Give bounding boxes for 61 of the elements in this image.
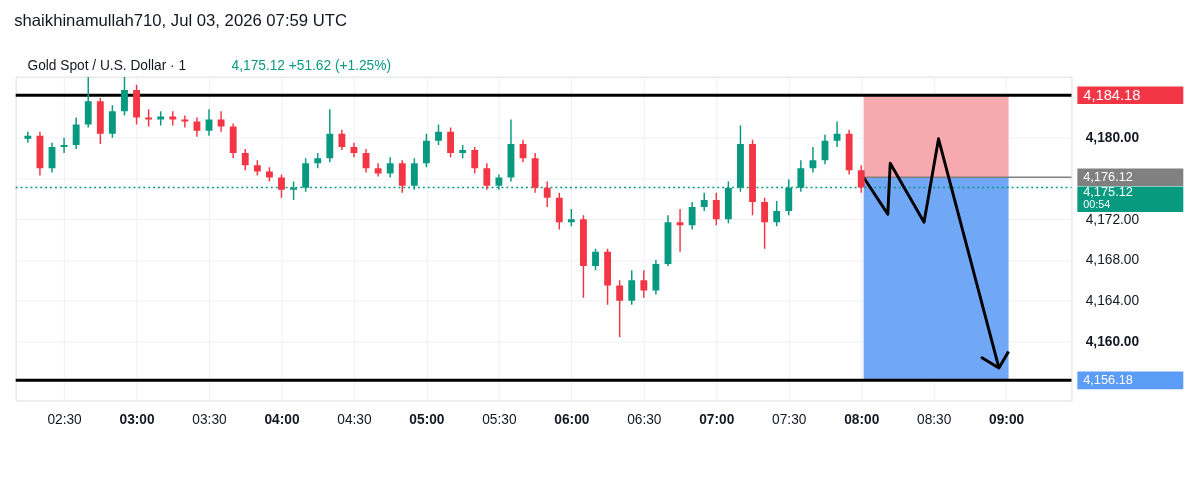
- x-tick-label: 04:30: [337, 411, 372, 427]
- candlestick: [169, 110, 177, 127]
- candlestick: [471, 146, 479, 175]
- x-tick-label: 04:00: [264, 411, 300, 427]
- candlestick: [447, 126, 455, 158]
- y-tick-label: 4,160.00: [1085, 333, 1140, 349]
- ref-line-label: 4,184.18: [1083, 87, 1141, 104]
- candlestick: [761, 197, 769, 250]
- candlestick: [616, 279, 624, 339]
- ref-line-label: 4,156.18: [1083, 372, 1133, 388]
- candlestick: [592, 248, 599, 271]
- candlestick: [108, 104, 116, 139]
- candlestick: [121, 76, 128, 117]
- candlestick: [72, 116, 80, 150]
- candlestick: [543, 180, 551, 208]
- candlestick: [688, 201, 696, 231]
- candlestick: [640, 269, 648, 299]
- candlestick: [24, 130, 32, 144]
- x-tick-label: 03:30: [192, 411, 228, 427]
- ref-line-label: 4,175.12: [1083, 184, 1133, 200]
- candlestick: [773, 200, 781, 228]
- text: 4,175.12 +51.62 (+1.25%): [231, 57, 391, 73]
- x-tick-label: 09:00: [989, 411, 1025, 427]
- candlestick: [712, 192, 720, 227]
- candlestick: [278, 173, 285, 199]
- x-tick-label: 07:00: [699, 411, 735, 427]
- y-tick-label: 4,164.00: [1085, 293, 1140, 309]
- candlestick: [205, 108, 213, 137]
- candlestick: [60, 137, 68, 154]
- x-tick-label: 02:30: [47, 411, 83, 427]
- x-tick-label: 07:30: [772, 411, 807, 427]
- candlestick: [241, 148, 249, 172]
- chart-title: shaikhinamullah710, Jul 03, 2026 07:59 UTC: [14, 10, 347, 30]
- x-tick-label: 08:00: [844, 411, 880, 427]
- x-tick-label: 03:00: [119, 411, 155, 427]
- candlestick: [809, 146, 817, 174]
- y-tick-label: 4,172.00: [1085, 211, 1140, 227]
- ref-line-label: 4,176.12: [1083, 169, 1133, 185]
- candlestick: [338, 128, 346, 151]
- x-tick-label: 06:30: [627, 411, 662, 427]
- x-tick-label: 08:30: [917, 411, 952, 427]
- candlestick: [217, 110, 225, 133]
- candlestick: [700, 192, 708, 212]
- candlestick: [435, 123, 442, 146]
- candlestick: [628, 269, 636, 306]
- candlestick: [833, 120, 841, 148]
- candlestick: [386, 156, 394, 179]
- y-tick-label: 4,180.00: [1085, 130, 1140, 146]
- candlestick: [398, 159, 406, 194]
- candlestick: [84, 76, 92, 129]
- candlestick: [181, 114, 189, 129]
- x-tick-label: 05:00: [409, 411, 445, 427]
- x-tick-label: 05:30: [482, 411, 517, 427]
- candlestick: [422, 132, 430, 169]
- text: 00:54: [1083, 198, 1111, 211]
- candlestick: [857, 164, 865, 194]
- chart-subtitle: Gold Spot / U.S. Dollar · 1: [27, 57, 187, 73]
- candlestick: [483, 162, 491, 191]
- y-tick-label: 4,168.00: [1085, 252, 1140, 268]
- candlestick: [193, 116, 201, 138]
- x-tick-label: 06:00: [554, 411, 590, 427]
